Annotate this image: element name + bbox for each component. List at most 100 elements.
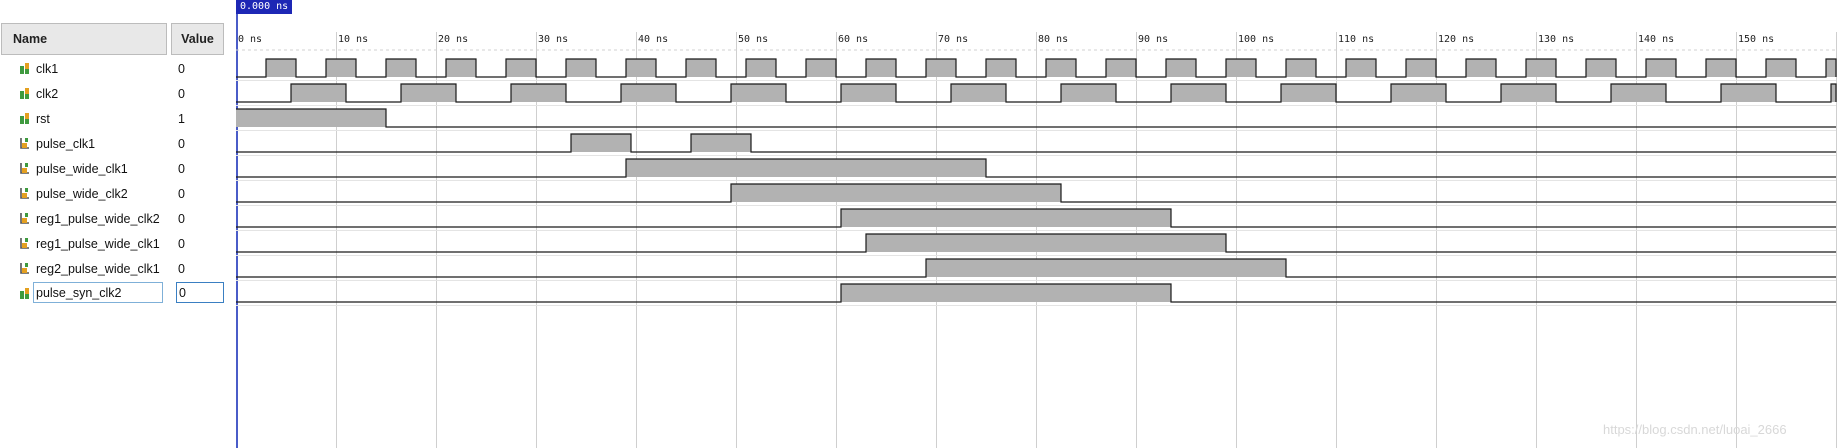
tick-label: 130 ns bbox=[1538, 34, 1574, 45]
register-icon bbox=[19, 187, 31, 200]
waveform-pulse_wide_clk1 bbox=[236, 158, 1836, 178]
signal-row-pulse_syn_clk2[interactable]: pulse_syn_clk2 0 bbox=[0, 281, 236, 306]
signal-row-reg2_pulse_wide_clk1[interactable]: reg2_pulse_wide_clk1 0 bbox=[0, 256, 236, 281]
high-pulse bbox=[626, 159, 986, 177]
register-icon bbox=[19, 137, 31, 150]
register-icon bbox=[19, 262, 31, 275]
signal-row-clk1[interactable]: clk1 0 bbox=[0, 56, 236, 81]
signal-name[interactable]: pulse_syn_clk2 bbox=[33, 282, 163, 303]
signal-value: 0 bbox=[176, 282, 224, 303]
high-pulse bbox=[1831, 84, 1836, 102]
high-pulse bbox=[1226, 59, 1256, 77]
signal-value: 1 bbox=[178, 112, 185, 126]
high-pulse bbox=[566, 59, 596, 77]
signal-row-clk2[interactable]: clk2 0 bbox=[0, 81, 236, 106]
tick-label: 20 ns bbox=[438, 34, 468, 45]
high-pulse bbox=[731, 84, 786, 102]
high-pulse bbox=[841, 84, 896, 102]
signal-name[interactable]: reg1_pulse_wide_clk2 bbox=[36, 212, 160, 226]
signal-row-pulse_wide_clk2[interactable]: pulse_wide_clk2 0 bbox=[0, 181, 236, 206]
signal-value: 0 bbox=[178, 162, 185, 176]
bit-signal-icon bbox=[19, 287, 31, 300]
cursor-time-label: 0.000 ns bbox=[236, 0, 293, 14]
high-pulse bbox=[951, 84, 1006, 102]
signal-name[interactable]: clk2 bbox=[36, 87, 59, 101]
register-icon bbox=[19, 237, 31, 250]
high-pulse bbox=[866, 234, 1226, 252]
signal-row-rst[interactable]: rst 1 bbox=[0, 106, 236, 131]
high-pulse bbox=[401, 84, 456, 102]
high-pulse bbox=[1046, 59, 1076, 77]
tick-label: 0 ns bbox=[238, 34, 262, 45]
waveform-pulse_wide_clk2 bbox=[236, 183, 1836, 203]
high-pulse bbox=[1061, 84, 1116, 102]
name-column-header[interactable]: Name bbox=[1, 23, 167, 55]
tick-label: 60 ns bbox=[838, 34, 868, 45]
high-pulse bbox=[926, 259, 1286, 277]
waveform-canvas[interactable]: 0 ns 10 ns 20 ns 30 ns 40 ns 50 ns 60 ns 70 ns 8… bbox=[236, 0, 1838, 448]
signal-name[interactable]: pulse_wide_clk1 bbox=[36, 162, 128, 176]
high-pulse bbox=[1281, 84, 1336, 102]
signal-name[interactable]: reg1_pulse_wide_clk1 bbox=[36, 237, 160, 251]
high-pulse bbox=[1286, 59, 1316, 77]
high-pulse bbox=[1586, 59, 1616, 77]
signal-value: 0 bbox=[178, 62, 185, 76]
register-icon bbox=[19, 212, 31, 225]
high-pulse bbox=[1611, 84, 1666, 102]
high-pulse bbox=[841, 209, 1171, 227]
high-pulse bbox=[621, 84, 676, 102]
signal-row-reg1_pulse_wide_clk2[interactable]: reg1_pulse_wide_clk2 0 bbox=[0, 206, 236, 231]
tick-label: 30 ns bbox=[538, 34, 568, 45]
high-pulse bbox=[1391, 84, 1446, 102]
signal-row-pulse_clk1[interactable]: pulse_clk1 0 bbox=[0, 131, 236, 156]
tick-label: 100 ns bbox=[1238, 34, 1274, 45]
tick-label: 80 ns bbox=[1038, 34, 1068, 45]
signal-value: 0 bbox=[178, 212, 185, 226]
signal-row-pulse_wide_clk1[interactable]: pulse_wide_clk1 0 bbox=[0, 156, 236, 181]
high-pulse bbox=[1166, 59, 1196, 77]
tick-label: 50 ns bbox=[738, 34, 768, 45]
high-pulse bbox=[1526, 59, 1556, 77]
high-pulse bbox=[841, 284, 1171, 302]
high-pulse bbox=[1501, 84, 1556, 102]
register-icon bbox=[19, 162, 31, 175]
high-pulse bbox=[266, 59, 296, 77]
high-pulse bbox=[1106, 59, 1136, 77]
high-pulse bbox=[1646, 59, 1676, 77]
high-pulse bbox=[691, 134, 751, 152]
high-pulse bbox=[291, 84, 346, 102]
high-pulse bbox=[986, 59, 1016, 77]
high-pulse bbox=[746, 59, 776, 77]
high-pulse bbox=[1706, 59, 1736, 77]
signal-value: 0 bbox=[178, 137, 185, 151]
high-pulse bbox=[1346, 59, 1376, 77]
waveform-reg2_pulse_wide_clk1 bbox=[236, 258, 1836, 278]
tick-label: 10 ns bbox=[338, 34, 368, 45]
signal-value: 0 bbox=[178, 87, 185, 101]
high-pulse bbox=[1826, 59, 1836, 77]
high-pulse bbox=[571, 134, 631, 152]
signal-row-reg1_pulse_wide_clk1[interactable]: reg1_pulse_wide_clk1 0 bbox=[0, 231, 236, 256]
tick-label: 90 ns bbox=[1138, 34, 1168, 45]
tick-label: 40 ns bbox=[638, 34, 668, 45]
bit-signal-icon bbox=[19, 62, 31, 75]
signal-name[interactable]: pulse_wide_clk2 bbox=[36, 187, 128, 201]
signal-name[interactable]: pulse_clk1 bbox=[36, 137, 96, 151]
high-pulse bbox=[1721, 84, 1776, 102]
high-pulse bbox=[926, 59, 956, 77]
high-pulse bbox=[866, 59, 896, 77]
signal-name[interactable]: reg2_pulse_wide_clk1 bbox=[36, 262, 160, 276]
high-pulse bbox=[1406, 59, 1436, 77]
value-column-header[interactable]: Value bbox=[171, 23, 224, 55]
tick-label: 70 ns bbox=[938, 34, 968, 45]
signal-name[interactable]: clk1 bbox=[36, 62, 59, 76]
signal-value: 0 bbox=[178, 262, 185, 276]
high-pulse bbox=[386, 59, 416, 77]
signal-name[interactable]: rst bbox=[36, 112, 50, 126]
time-cursor-line[interactable] bbox=[236, 0, 238, 448]
waveform-clk1 bbox=[236, 58, 1837, 78]
waveform-rst bbox=[236, 108, 1836, 128]
waveform-pulse_clk1 bbox=[236, 133, 1836, 153]
high-pulse bbox=[1466, 59, 1496, 77]
waveform-clk2 bbox=[236, 83, 1837, 103]
